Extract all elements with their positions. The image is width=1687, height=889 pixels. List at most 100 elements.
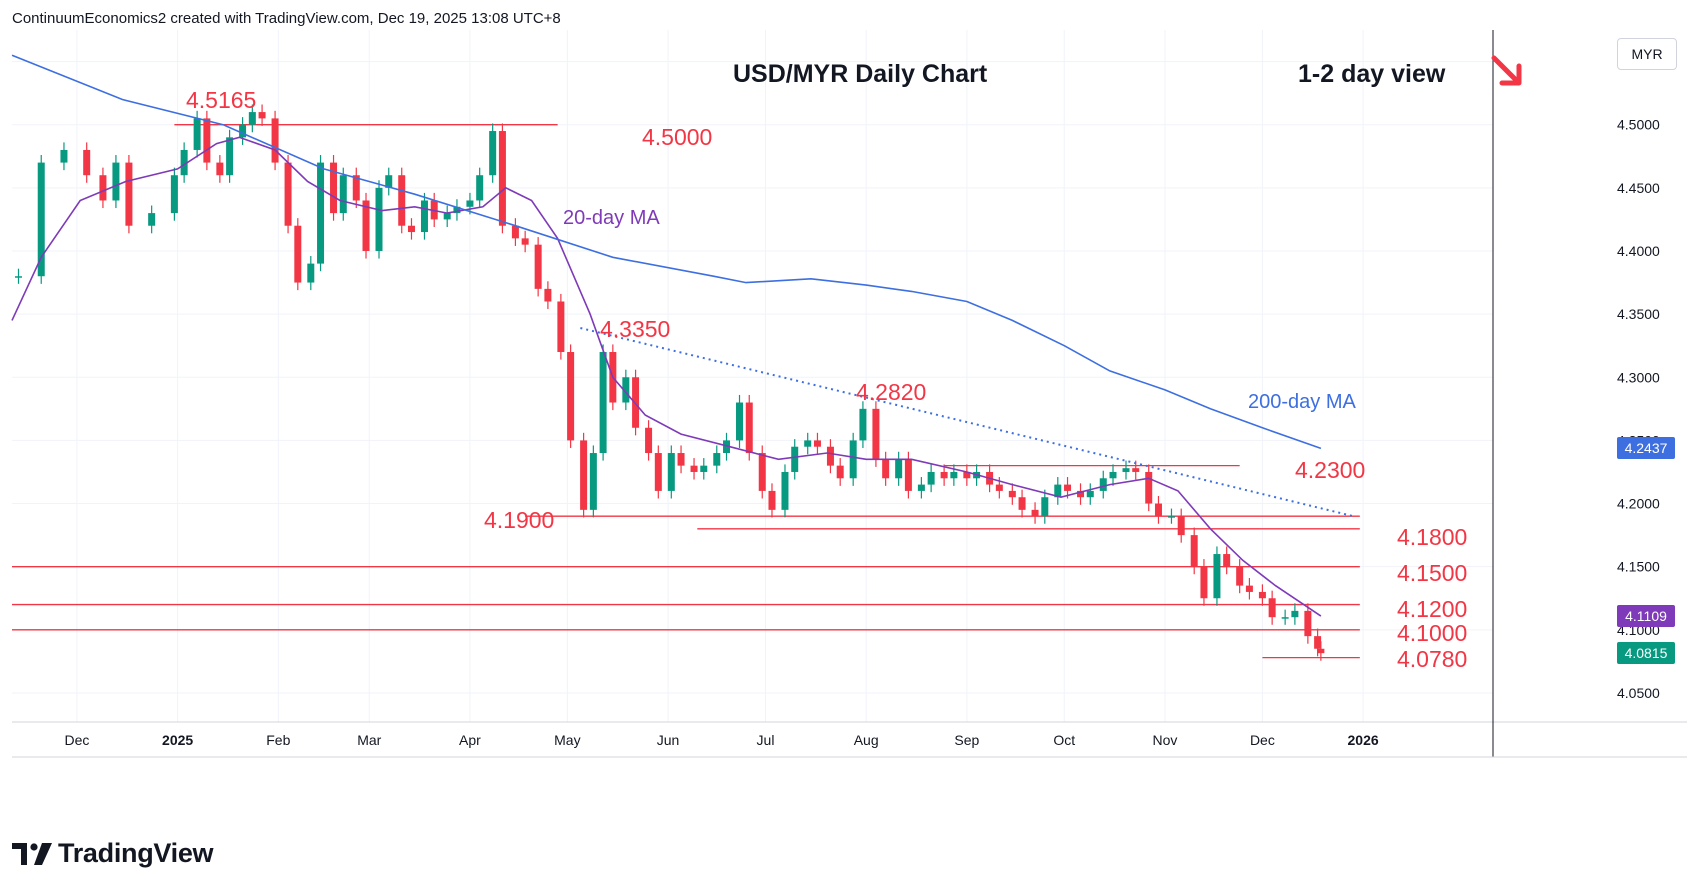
candle-body (511, 225, 519, 239)
candle-body (1167, 516, 1175, 518)
ma200-line (11, 54, 1322, 450)
candle-body (362, 200, 370, 251)
candle-body (1317, 648, 1325, 654)
candle-body (622, 377, 630, 403)
tradingview-logo-icon (12, 842, 52, 865)
candle-body (83, 149, 91, 176)
candle-body (239, 124, 247, 138)
candle-body (1245, 585, 1253, 592)
y-tick-label: 4.1500 (1617, 559, 1660, 575)
candle-body (1177, 516, 1185, 536)
candle-body (294, 225, 302, 283)
candle-body (836, 465, 844, 479)
candle-body (307, 263, 315, 283)
view-label: 1-2 day view (1298, 60, 1446, 88)
candle-body (713, 453, 721, 466)
horizontal-levels (12, 124, 1360, 659)
candle-body (1018, 497, 1026, 510)
candle-body (927, 471, 935, 485)
x-tick-label: Sep (954, 732, 979, 748)
candle-body (567, 352, 575, 441)
candle-body (882, 459, 890, 479)
candle-body (385, 175, 393, 188)
x-tick-label: Oct (1053, 732, 1075, 748)
trendline (580, 327, 1354, 518)
x-tick-label: Aug (854, 732, 879, 748)
candle-body (148, 213, 156, 226)
x-tick-label: Mar (357, 732, 381, 748)
candle-body (1041, 497, 1049, 517)
candle-body (700, 465, 708, 472)
tradingview-logo[interactable]: TradingView (12, 838, 214, 869)
annotation-4-1900: 4.1900 (484, 507, 554, 533)
candle-body (330, 162, 338, 214)
x-tick-label: May (554, 732, 580, 748)
candle-body (1086, 490, 1094, 498)
annotation-4-2820: 4.2820 (856, 379, 926, 405)
x-tick-label: 2026 (1348, 732, 1379, 748)
moving-averages (11, 54, 1322, 617)
y-tick-label: 4.3500 (1617, 306, 1660, 322)
candle-body (339, 175, 347, 214)
candle-body (1122, 468, 1130, 472)
currency-button[interactable]: MYR (1617, 38, 1677, 70)
y-tick-label: 4.3000 (1617, 369, 1660, 385)
grid (12, 30, 1493, 722)
candle-body (1268, 598, 1276, 618)
candle-body (453, 206, 461, 214)
candle-body (667, 453, 675, 491)
annotation-20-day-ma: 20-day MA (563, 207, 660, 229)
candle-body (1008, 490, 1016, 498)
price-tag: 4.2437 (1617, 437, 1675, 460)
x-tick-label: Jul (757, 732, 775, 748)
candle-body (1031, 509, 1039, 517)
candle-body (180, 149, 188, 176)
candle-body (544, 288, 552, 302)
candle-body (1099, 478, 1107, 491)
candle-body (745, 402, 753, 454)
candle-body (14, 276, 22, 278)
candle-body (1054, 484, 1062, 498)
annotation-4-1200: 4.1200 (1397, 596, 1467, 622)
candle-body (1077, 490, 1085, 498)
candle-body (1200, 566, 1208, 599)
candle-body (317, 162, 325, 264)
trendline (580, 327, 1354, 518)
candle-body (599, 352, 607, 454)
candle-body (466, 200, 474, 207)
candle-body (112, 162, 120, 201)
annotation-4-5000: 4.5000 (642, 124, 712, 150)
candle-body (1109, 471, 1117, 479)
candle-body (398, 175, 406, 226)
y-tick-label: 4.2000 (1617, 496, 1660, 512)
annotation-4-1800: 4.1800 (1397, 524, 1467, 550)
candle-body (1304, 610, 1312, 637)
candle-body (248, 112, 256, 125)
candle-body (258, 112, 266, 119)
candle-body (498, 131, 506, 226)
candle-body (216, 162, 224, 176)
candle-body (849, 440, 857, 479)
candle-body (1190, 535, 1198, 567)
annotation-4-2300: 4.2300 (1295, 457, 1365, 483)
annotation-4-5165: 4.5165 (186, 87, 256, 113)
candle-body (1236, 566, 1244, 586)
candle-body (193, 118, 201, 150)
candle-body (736, 402, 744, 441)
candle-body (895, 459, 903, 479)
candle-body (1258, 591, 1266, 599)
candle-body (791, 446, 799, 472)
candle-body (859, 408, 867, 441)
candle-body (443, 213, 451, 220)
candle-body (758, 453, 766, 491)
annotation-4-3350: 4.3350 (600, 316, 670, 342)
x-tick-label: 2025 (162, 732, 193, 748)
candle-body (963, 471, 971, 479)
down-right-arrow-icon (1491, 55, 1522, 86)
candle-body (1132, 468, 1140, 472)
candle-body (271, 118, 279, 163)
candle-body (1145, 471, 1153, 504)
annotation-4-1500: 4.1500 (1397, 560, 1467, 586)
candle-body (995, 484, 1003, 491)
